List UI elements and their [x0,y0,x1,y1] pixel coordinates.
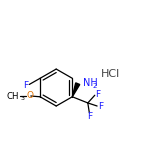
Text: F: F [98,102,103,111]
Text: 3: 3 [20,96,24,101]
Text: F: F [23,81,28,90]
Text: CH: CH [7,92,19,100]
Text: HCl: HCl [101,69,120,79]
Text: NH: NH [83,78,98,88]
Text: O: O [26,91,34,100]
Polygon shape [72,83,80,97]
Text: 2: 2 [92,83,97,89]
Text: F: F [87,112,92,121]
Text: F: F [95,90,100,99]
